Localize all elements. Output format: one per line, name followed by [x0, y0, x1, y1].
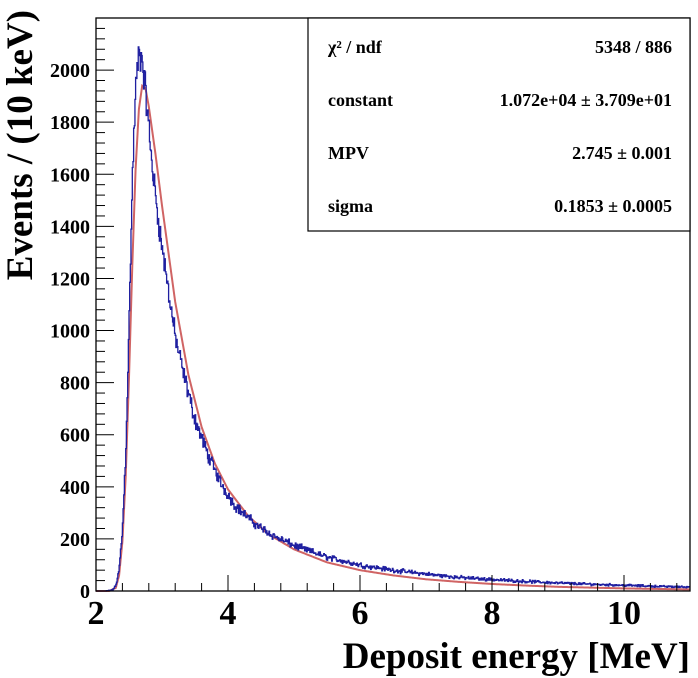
stats-value-constant: 1.072e+04 ± 3.709e+01	[500, 90, 672, 110]
stats-value-chi2: 5348 / 886	[595, 37, 672, 57]
stats-label-chi2: χ² / ndf	[327, 37, 383, 57]
data-histogram	[96, 46, 690, 592]
histogram-layer	[96, 46, 690, 592]
fit-stats-box: χ² / ndf 5348 / 886 constant 1.072e+04 ±…	[307, 17, 691, 232]
stats-value-mpv: 2.745 ± 0.001	[572, 143, 672, 163]
y-tick-label: 2000	[50, 60, 90, 82]
tick-labels-layer: 2 4 6 8 10 0 200 400 600 800 1000 1200 1400 1600 1800 2…	[50, 60, 641, 632]
y-tick-label: 600	[60, 425, 90, 447]
y-tick-label: 1000	[50, 321, 90, 343]
stats-box-frame	[307, 17, 691, 232]
x-tick-label: 4	[220, 595, 237, 632]
stats-label-sigma: sigma	[328, 196, 373, 216]
x-tick-label: 10	[607, 595, 641, 632]
stats-value-sigma: 0.1853 ± 0.0005	[554, 196, 672, 216]
y-tick-label: 800	[60, 373, 90, 395]
y-tick-label: 1400	[50, 216, 90, 238]
y-tick-label: 0	[80, 581, 90, 603]
y-tick-label: 200	[60, 529, 90, 551]
axes-layer	[95, 17, 691, 592]
y-tick-label: 1800	[50, 112, 90, 134]
stats-label-mpv: MPV	[328, 143, 369, 163]
y-tick-label: 1600	[50, 164, 90, 186]
y-tick-label: 1200	[50, 268, 90, 290]
x-tick-label: 2	[88, 595, 105, 632]
x-tick-label: 8	[484, 595, 501, 632]
x-axis-title: Deposit energy [MeV]	[343, 636, 690, 677]
y-tick-label: 400	[60, 477, 90, 499]
y-axis-title: Events / (10 keV)	[0, 10, 41, 280]
x-tick-label: 6	[352, 595, 369, 632]
stats-label-constant: constant	[328, 90, 393, 110]
fit-curve-layer	[96, 83, 691, 592]
fit-curve	[96, 83, 691, 592]
